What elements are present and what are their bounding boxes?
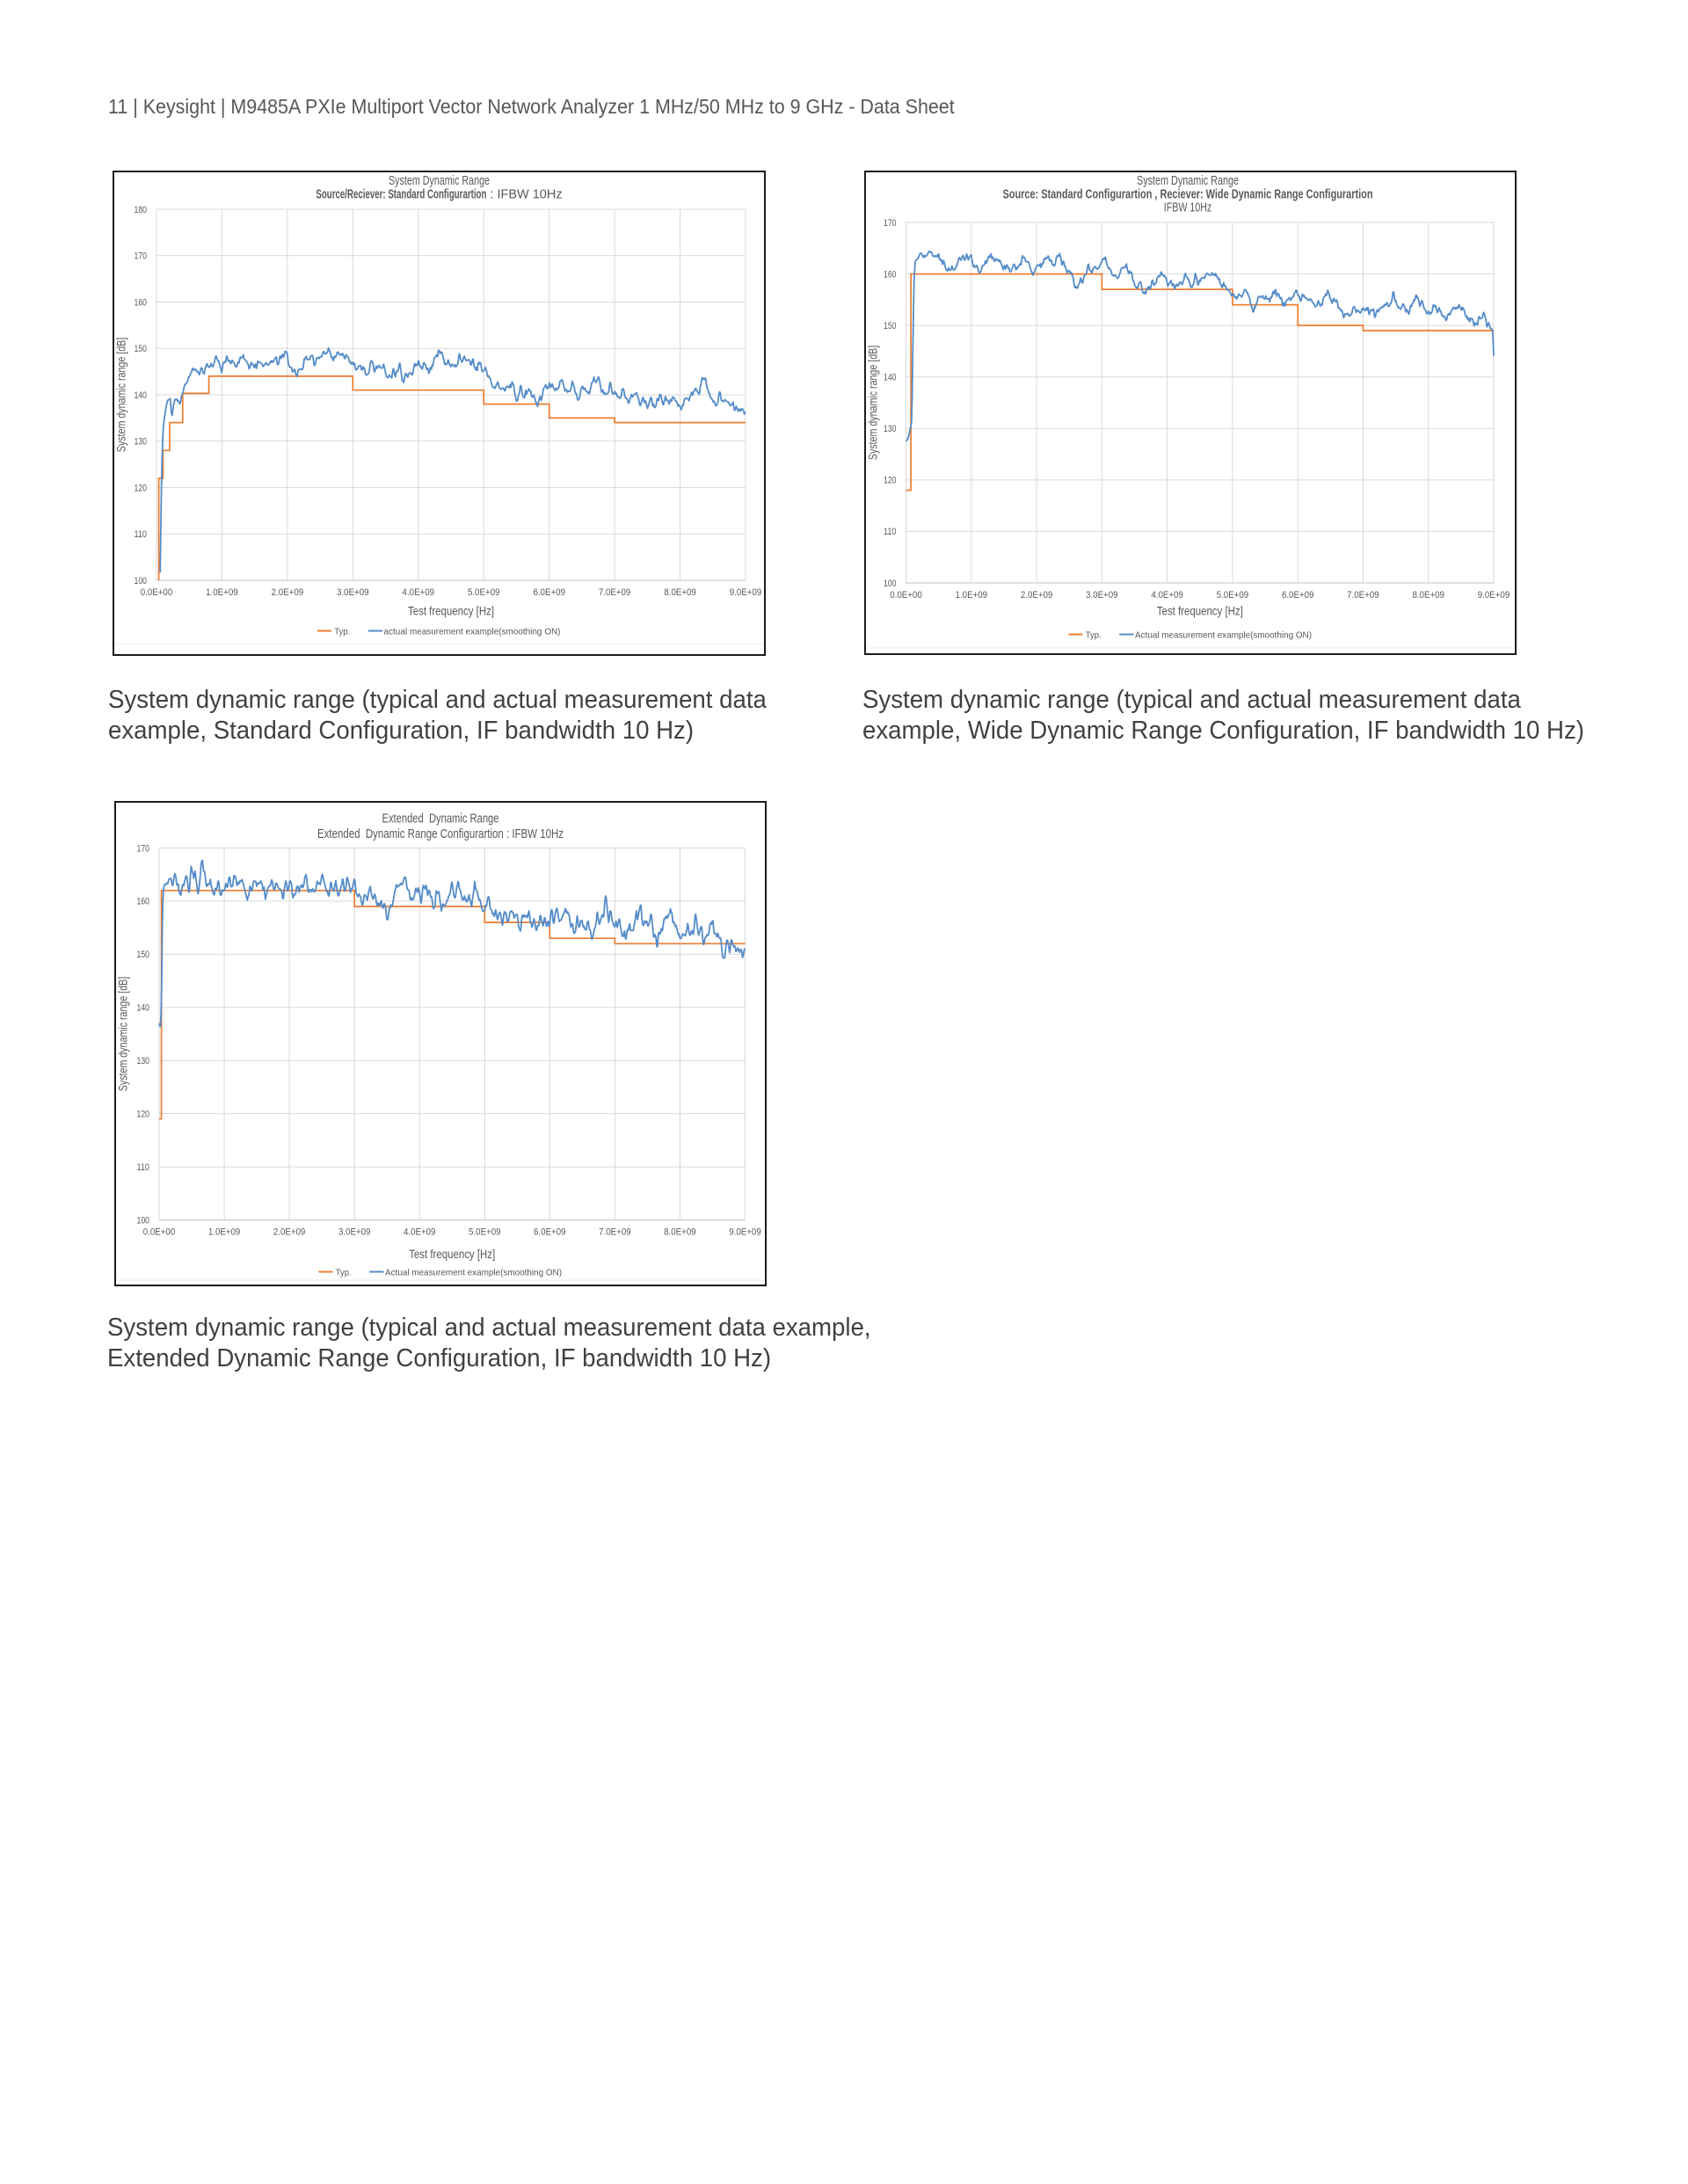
svg-text:System Dynamic Range: System Dynamic Range: [389, 174, 490, 188]
svg-text:110: 110: [135, 529, 148, 540]
svg-text:4.0E+09: 4.0E+09: [404, 1227, 436, 1238]
svg-text:8.0E+09: 8.0E+09: [1412, 590, 1444, 601]
svg-text:130: 130: [884, 424, 897, 434]
svg-text:150: 150: [884, 321, 897, 331]
svg-text:0.0E+00: 0.0E+00: [890, 590, 922, 601]
svg-text:Typ.: Typ.: [334, 626, 350, 637]
svg-text:Actual measurement example(smo: Actual measurement example(smoothing ON): [385, 1267, 562, 1278]
svg-text:9.0E+09: 9.0E+09: [729, 1227, 761, 1238]
svg-text:0.0E+00: 0.0E+00: [143, 1227, 176, 1238]
svg-text:150: 150: [135, 344, 148, 354]
svg-text:110: 110: [884, 527, 897, 537]
svg-text:System dynamic range [dB]: System dynamic range [dB]: [115, 338, 128, 453]
svg-text:100: 100: [884, 579, 897, 589]
svg-text:9.0E+09: 9.0E+09: [1478, 590, 1510, 601]
svg-text:130: 130: [137, 1056, 150, 1067]
svg-text:1.0E+09: 1.0E+09: [956, 590, 988, 601]
svg-text:3.0E+09: 3.0E+09: [1086, 590, 1118, 601]
svg-text:110: 110: [137, 1162, 150, 1173]
svg-text:140: 140: [135, 390, 148, 401]
svg-text:Source: Standard Configurartio: Source: Standard Configurartion , Reciev…: [1003, 188, 1373, 202]
svg-text:0.0E+00: 0.0E+00: [141, 587, 173, 598]
svg-text:140: 140: [884, 373, 897, 383]
svg-text:170: 170: [137, 843, 150, 854]
svg-text:180: 180: [135, 205, 148, 215]
svg-text:1.0E+09: 1.0E+09: [206, 587, 238, 598]
svg-text:Test frequency [Hz]: Test frequency [Hz]: [409, 1247, 495, 1261]
svg-text:Extended Dynamic Range Config: Extended Dynamic Range Configurartion : …: [317, 827, 564, 841]
svg-text:170: 170: [884, 218, 897, 229]
svg-text:6.0E+09: 6.0E+09: [1282, 590, 1314, 601]
svg-text:7.0E+09: 7.0E+09: [599, 587, 631, 598]
svg-text:System Dynamic Range: System Dynamic Range: [1137, 174, 1239, 188]
svg-text:Typ.: Typ.: [1086, 630, 1102, 640]
svg-text:150: 150: [137, 950, 150, 960]
svg-text:160: 160: [884, 269, 897, 280]
svg-text:140: 140: [137, 1003, 150, 1014]
svg-text:3.0E+09: 3.0E+09: [337, 587, 369, 598]
svg-text:IFBW 10Hz: IFBW 10Hz: [1164, 201, 1212, 215]
svg-text:5.0E+09: 5.0E+09: [469, 1227, 501, 1238]
svg-text:System dynamic range [dB]: System dynamic range [dB]: [867, 346, 880, 461]
svg-text:8.0E+09: 8.0E+09: [664, 587, 696, 598]
svg-text:Extended Dynamic Range: Extended Dynamic Range: [382, 812, 499, 826]
svg-text:160: 160: [135, 297, 148, 308]
svg-text:3.0E+09: 3.0E+09: [338, 1227, 371, 1238]
svg-text:100: 100: [135, 576, 148, 586]
svg-text:2.0E+09: 2.0E+09: [273, 1227, 306, 1238]
svg-text:160: 160: [137, 897, 150, 907]
svg-text:4.0E+09: 4.0E+09: [403, 587, 435, 598]
svg-text:6.0E+09: 6.0E+09: [534, 1227, 566, 1238]
svg-text:5.0E+09: 5.0E+09: [1217, 590, 1249, 601]
svg-text:8.0E+09: 8.0E+09: [664, 1227, 696, 1238]
svg-text:4.0E+09: 4.0E+09: [1151, 590, 1183, 601]
svg-text:7.0E+09: 7.0E+09: [599, 1227, 631, 1238]
svg-text:5.0E+09: 5.0E+09: [468, 587, 500, 598]
svg-text:2.0E+09: 2.0E+09: [1021, 590, 1053, 601]
svg-text:Source/Reciever: Standard Conf: Source/Reciever: Standard Configurartion…: [316, 188, 562, 202]
svg-text:Typ.: Typ.: [336, 1267, 352, 1278]
svg-text:6.0E+09: 6.0E+09: [533, 587, 565, 598]
svg-text:170: 170: [135, 251, 148, 262]
svg-text:130: 130: [135, 437, 148, 448]
svg-text:100: 100: [137, 1215, 150, 1226]
svg-text:Test frequency [Hz]: Test frequency [Hz]: [1157, 604, 1243, 618]
svg-text:7.0E+09: 7.0E+09: [1347, 590, 1379, 601]
svg-text:Actual measurement example(smo: Actual measurement example(smoothing ON): [1135, 630, 1312, 640]
svg-text:1.0E+09: 1.0E+09: [208, 1227, 240, 1238]
svg-text:2.0E+09: 2.0E+09: [272, 587, 304, 598]
svg-text:System dynamic range [dB]: System dynamic range [dB]: [117, 977, 130, 1092]
svg-text:9.0E+09: 9.0E+09: [730, 587, 762, 598]
svg-text:120: 120: [884, 476, 897, 486]
svg-text:actual measurement example(smo: actual measurement example(smoothing ON): [384, 626, 561, 637]
svg-text:120: 120: [137, 1109, 150, 1119]
svg-text:Test frequency [Hz]: Test frequency [Hz]: [408, 604, 494, 618]
svg-text:120: 120: [135, 483, 148, 493]
